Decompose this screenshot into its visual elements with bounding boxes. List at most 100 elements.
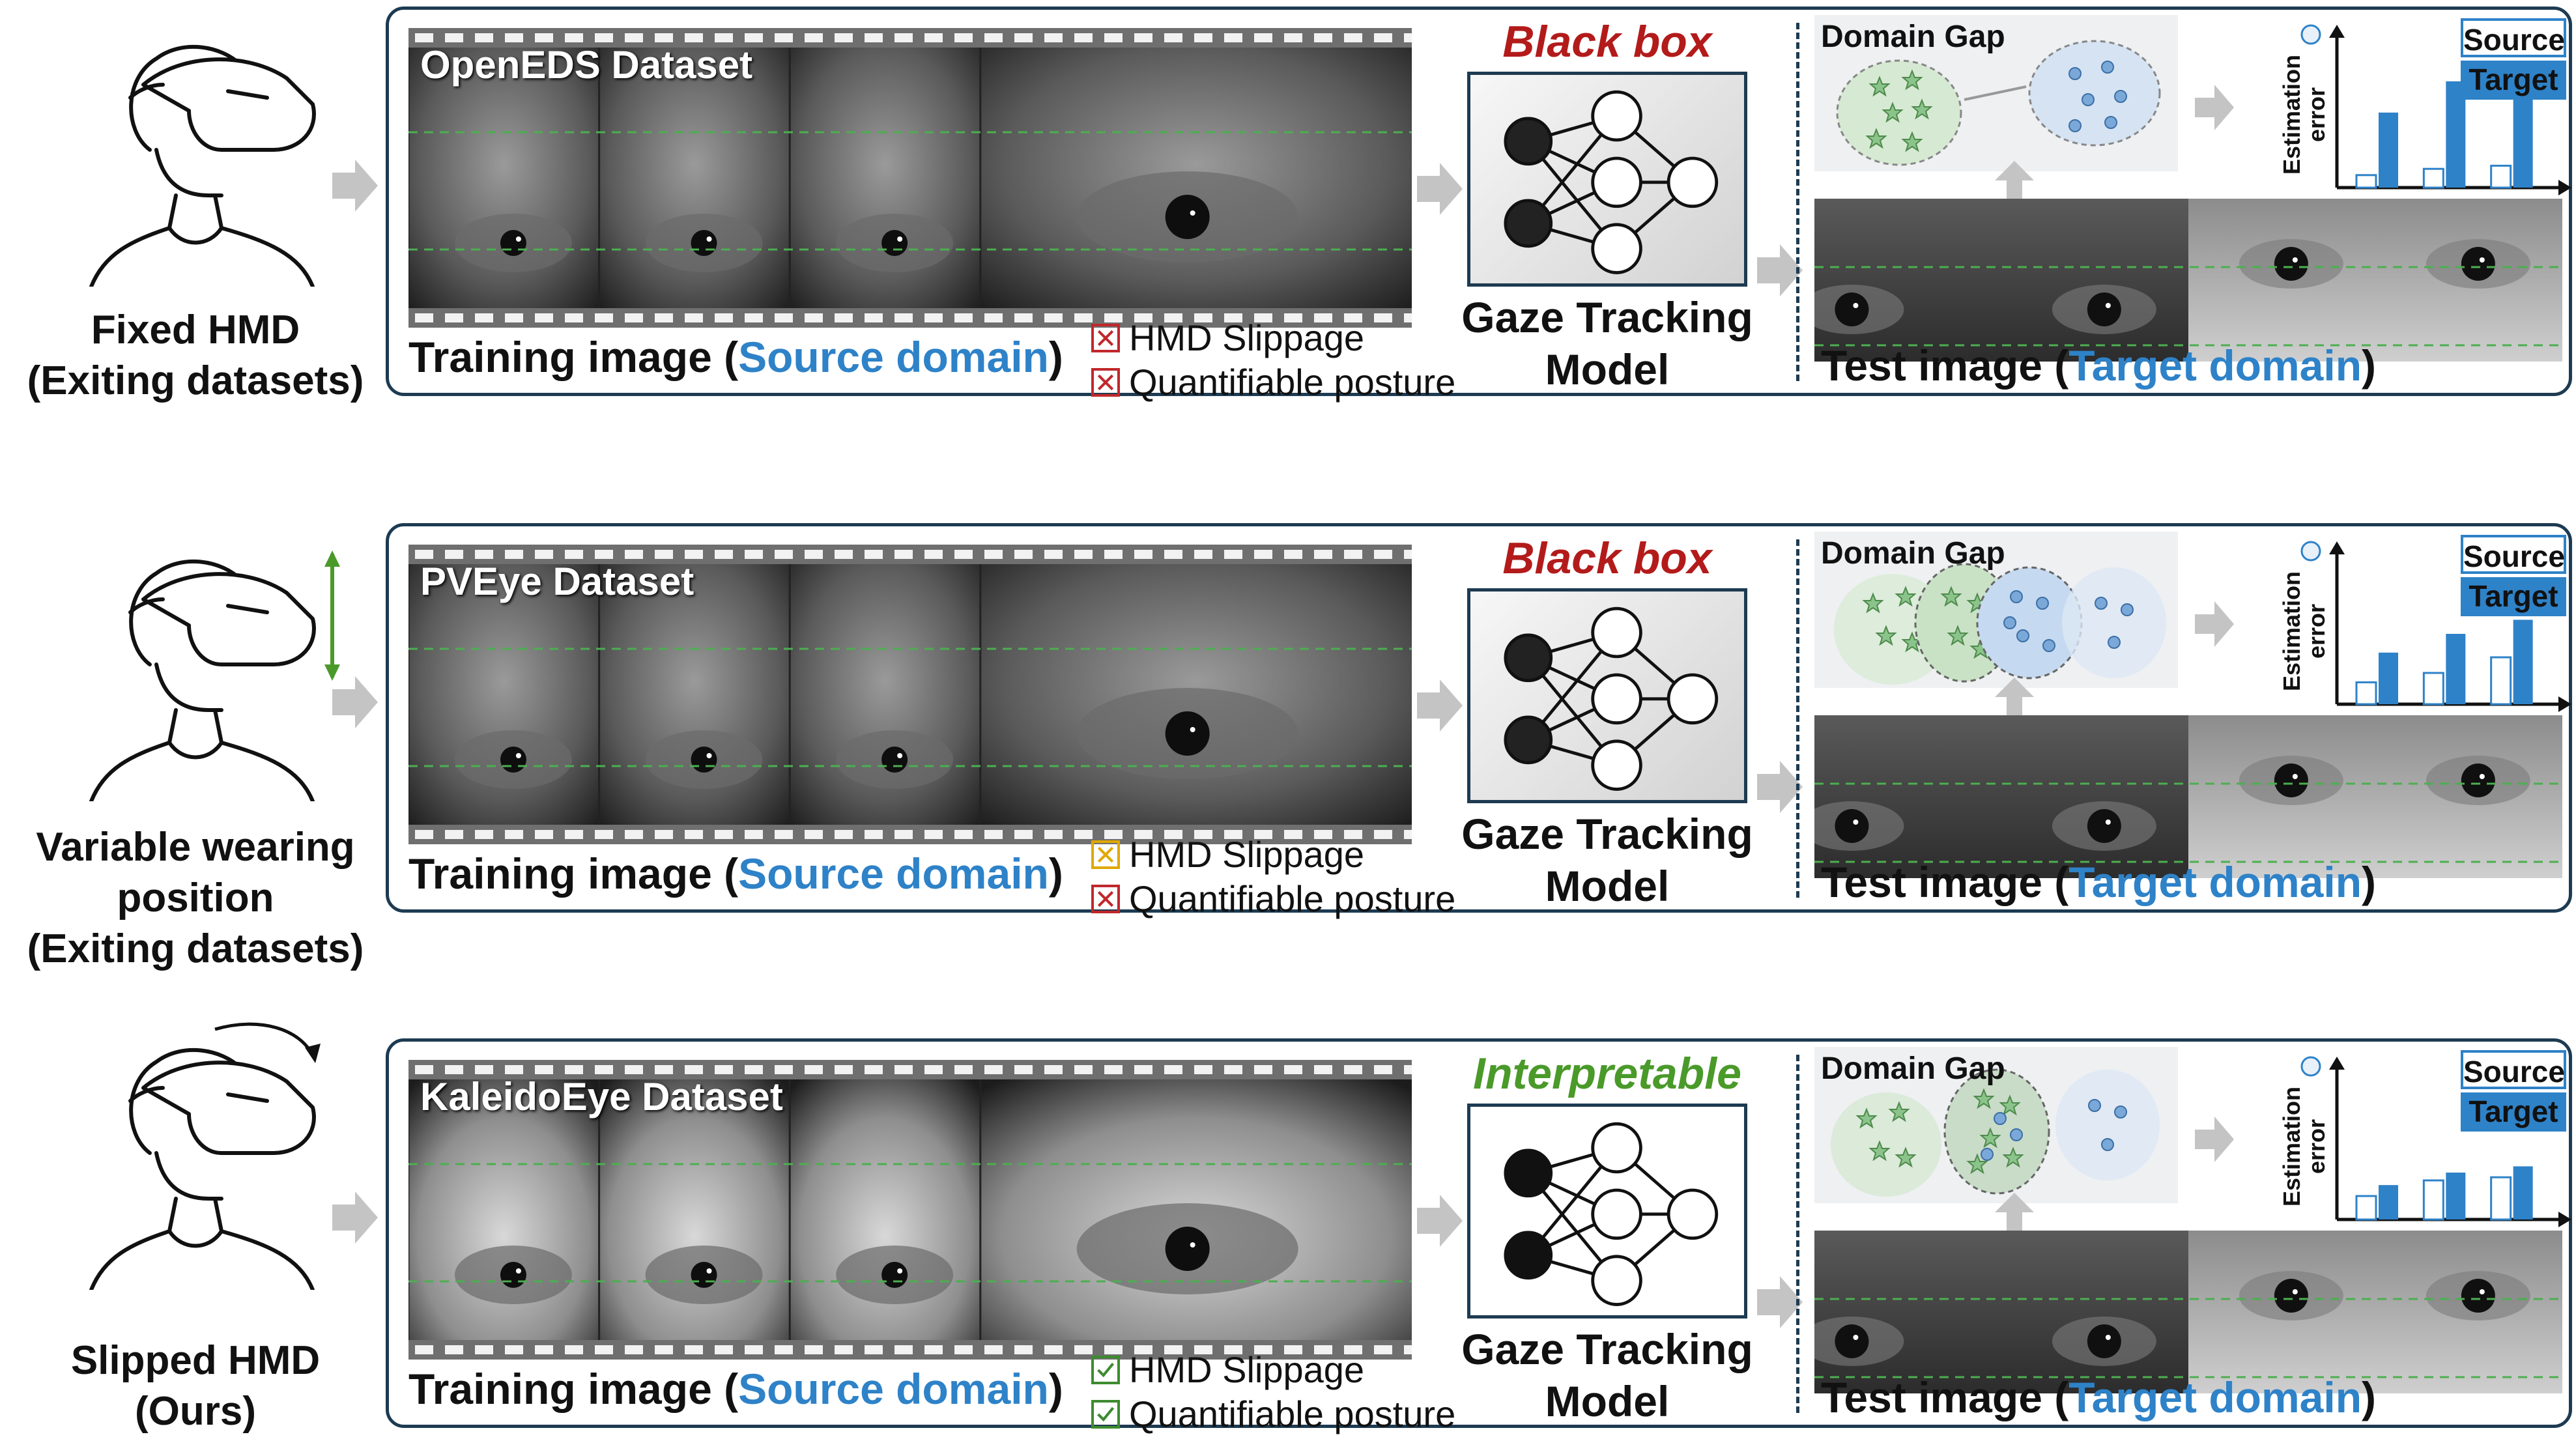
target-domain-label: Target domain: [2068, 858, 2362, 906]
target-domain-label: Target domain: [2068, 1373, 2362, 1421]
source-domain-label: Source domain: [738, 333, 1049, 381]
flow-arrow-icon: [332, 1191, 378, 1244]
test-eye-images: [1814, 715, 2562, 878]
cross-icon: [1091, 368, 1120, 397]
model-type-title: Black box: [1502, 534, 1712, 583]
scenario-label-line: Fixed HMD: [91, 307, 300, 352]
checklist-label: Quantifiable posture: [1129, 1393, 1456, 1434]
chart-ylabel: Estimation error: [2278, 1081, 2330, 1212]
test-caption-suffix: ): [2362, 341, 2377, 390]
chart-ylabel: Estimation error: [2278, 50, 2330, 180]
checklist-label: Quantifiable posture: [1129, 362, 1456, 403]
legend-source: Source: [2461, 1050, 2566, 1089]
source-bar: [2355, 681, 2377, 706]
cross-icon: [1091, 840, 1120, 869]
pipeline-panel: KaleidoEye Dataset Training image (Sourc…: [386, 1038, 2572, 1434]
source-bar: [2490, 656, 2512, 706]
checklist-item: HMD Slippage: [1091, 1348, 1455, 1392]
scenario-label-line: position: [117, 876, 274, 920]
training-filmstrip: PVEye Dataset: [408, 545, 1412, 844]
check-icon: [1091, 1356, 1120, 1384]
scenario-label: Variable wearing position (Exiting dataset…: [0, 822, 391, 975]
test-caption: Test image (Target domain): [1821, 341, 2376, 390]
test-eye-images: [1814, 1231, 2562, 1393]
domain-gap-title: Domain Gap: [1821, 536, 2005, 571]
model-caption: Gaze Tracking Model: [1451, 1323, 1764, 1427]
model-caption-line: Model: [1545, 1377, 1670, 1425]
model-caption: Gaze Tracking Model: [1451, 291, 1764, 395]
checklist-item: Quantifiable posture: [1091, 1392, 1455, 1436]
domain-gap-illustration: Domain Gap: [1814, 532, 2178, 688]
source-bar: [2422, 167, 2444, 189]
chart-ylabel-line: Estimation: [2278, 1086, 2305, 1207]
flow-arrow-icon: [1417, 1195, 1463, 1247]
section-divider: [1796, 1055, 1799, 1413]
neural-network-icon: [1467, 72, 1747, 287]
chart-ylabel-line: error: [2303, 1119, 2330, 1175]
test-eye-images: [1814, 199, 2562, 362]
pipeline-panel: PVEye Dataset Training image (Source dom…: [386, 523, 2572, 919]
domain-gap-title: Domain Gap: [1821, 1051, 2005, 1086]
test-caption-prefix: Test image (: [1821, 1373, 2069, 1421]
training-caption-suffix: ): [1048, 333, 1063, 381]
training-filmstrip: KaleidoEye Dataset: [408, 1060, 1412, 1360]
dataset-title: PVEye Dataset: [420, 560, 694, 603]
legend-target: Target: [2461, 577, 2566, 616]
chart-ylabel-line: Estimation: [2278, 571, 2305, 692]
source-bar: [2355, 174, 2377, 189]
chart-ylabel-line: error: [2303, 87, 2330, 143]
error-bar-chart: Estimation error Source Target: [2239, 532, 2571, 712]
flow-arrow-icon: [1757, 1276, 1803, 1328]
source-domain-label: Source domain: [738, 1365, 1049, 1413]
checklist-label: Quantifiable posture: [1129, 878, 1456, 919]
target-bar: [2379, 112, 2398, 188]
checklist-item: HMD Slippage: [1091, 833, 1455, 877]
up-arrow-icon: [1995, 677, 2034, 723]
source-bar: [2355, 1195, 2377, 1221]
neural-network-icon: [1467, 1104, 1747, 1319]
legend-source: Source: [2461, 18, 2566, 57]
training-eye-images: [408, 48, 1412, 308]
hmd-user-illustration: [52, 1003, 352, 1292]
test-caption-prefix: Test image (: [1821, 858, 2069, 906]
model-type-title: Interpretable: [1473, 1049, 1741, 1098]
legend-target: Target: [2461, 1092, 2566, 1132]
checklist-label: HMD Slippage: [1129, 834, 1365, 875]
model-caption-line: Gaze Tracking: [1461, 810, 1753, 858]
hmd-user-illustration: [52, 0, 352, 289]
check-icon: [1091, 1400, 1120, 1429]
source-bar: [2422, 672, 2444, 706]
flow-arrow-icon: [1417, 163, 1463, 215]
model-type-title: Black box: [1502, 17, 1712, 66]
property-checklist: HMD Slippage Quantifiable posture: [1091, 316, 1455, 405]
target-bar: [2446, 634, 2466, 704]
model-caption-line: Gaze Tracking: [1461, 1325, 1753, 1373]
hmd-user-illustration: [52, 515, 352, 803]
training-caption: Training image (Source domain): [408, 1364, 1063, 1414]
domain-gap-title: Domain Gap: [1821, 20, 2005, 54]
film-perforation: [408, 308, 1412, 328]
scenario-label-line: Variable wearing: [36, 825, 355, 870]
checklist-label: HMD Slippage: [1129, 317, 1365, 358]
checklist-label: HMD Slippage: [1129, 1349, 1365, 1390]
training-caption-suffix: ): [1048, 1365, 1063, 1413]
source-bar: [2490, 1176, 2512, 1221]
chart-ylabel-line: Estimation: [2278, 54, 2305, 175]
test-caption: Test image (Target domain): [1821, 857, 2376, 907]
film-perforation: [408, 1060, 1412, 1079]
film-perforation: [408, 825, 1412, 844]
training-caption-prefix: Training image (: [408, 1365, 739, 1413]
film-perforation: [408, 28, 1412, 48]
legend-source: Source: [2461, 535, 2566, 574]
source-bar: [2490, 164, 2512, 189]
scenario-label-line: (Ours): [135, 1389, 256, 1434]
flow-arrow-icon: [332, 160, 378, 212]
error-bar-chart: Estimation error Source Target: [2239, 1047, 2571, 1227]
film-perforation: [408, 1340, 1412, 1360]
dataset-title: OpenEDS Dataset: [420, 43, 753, 87]
target-bar: [2446, 1173, 2466, 1219]
cross-icon: [1091, 885, 1120, 913]
target-bar: [2513, 1166, 2533, 1219]
scenario-label-line: (Exiting datasets): [27, 926, 364, 971]
flow-arrow-icon: [1757, 244, 1803, 296]
